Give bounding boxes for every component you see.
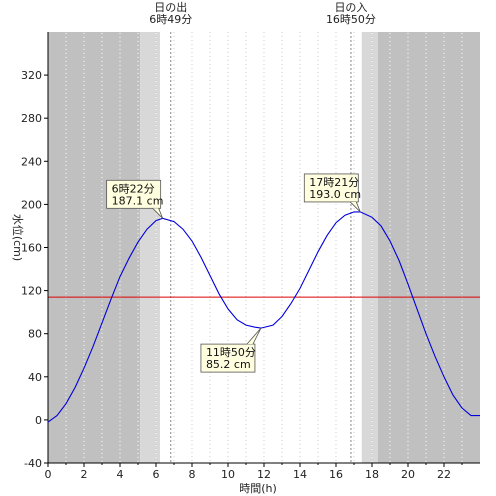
x-tick-label: 18: [365, 468, 379, 481]
x-tick-label: 14: [293, 468, 307, 481]
night-morning: [48, 32, 141, 463]
annotation-text: 85.2 cm: [206, 358, 251, 371]
x-axis-label: 時間(h): [239, 482, 277, 495]
annotation-box: [303, 173, 359, 203]
y-tick-label: 320: [21, 69, 42, 82]
y-tick-label: 240: [21, 155, 42, 168]
x-tick-label: 22: [437, 468, 451, 481]
x-tick-label: 4: [117, 468, 124, 481]
annotation-text: 17時21分: [309, 176, 359, 189]
annotation-text: 11時50分: [206, 346, 256, 359]
annotation-box: [106, 179, 162, 209]
sunrise-label: 6時49分: [149, 13, 192, 26]
annotation-text: 193.0 cm: [309, 188, 361, 201]
x-tick-label: 12: [257, 468, 271, 481]
twilight-evening: [361, 32, 378, 463]
x-tick-label: 2: [81, 468, 88, 481]
sunrise-label: 日の出: [154, 0, 187, 14]
y-tick-label: 200: [21, 198, 42, 211]
annotation-text: 6時22分: [112, 182, 155, 195]
annotation-pointer: [246, 327, 262, 345]
y-tick-label: 40: [28, 371, 42, 384]
night-evening: [377, 32, 480, 463]
y-tick-label: 80: [28, 328, 42, 341]
twilight-morning: [140, 32, 160, 463]
x-tick-label: 6: [153, 468, 160, 481]
x-tick-label: 8: [189, 468, 196, 481]
annotation-pointer: [350, 201, 361, 213]
sunset-label: 16時50分: [326, 13, 376, 26]
y-tick-label: 0: [35, 414, 42, 427]
annotation-pointer: [152, 208, 164, 219]
x-tick-label: 16: [329, 468, 343, 481]
y-tick-label: -40: [24, 457, 42, 470]
y-tick-label: 280: [21, 112, 42, 125]
x-tick-label: 20: [401, 468, 415, 481]
x-tick-label: 0: [45, 468, 52, 481]
y-axis-label: 水位(cm): [11, 214, 25, 261]
annotation-box: [200, 343, 256, 373]
x-tick-label: 10: [221, 468, 235, 481]
y-tick-label: 160: [21, 242, 42, 255]
annotation-text: 187.1 cm: [112, 194, 164, 207]
y-tick-label: 120: [21, 285, 42, 298]
sunset-label: 日の入: [334, 1, 367, 14]
